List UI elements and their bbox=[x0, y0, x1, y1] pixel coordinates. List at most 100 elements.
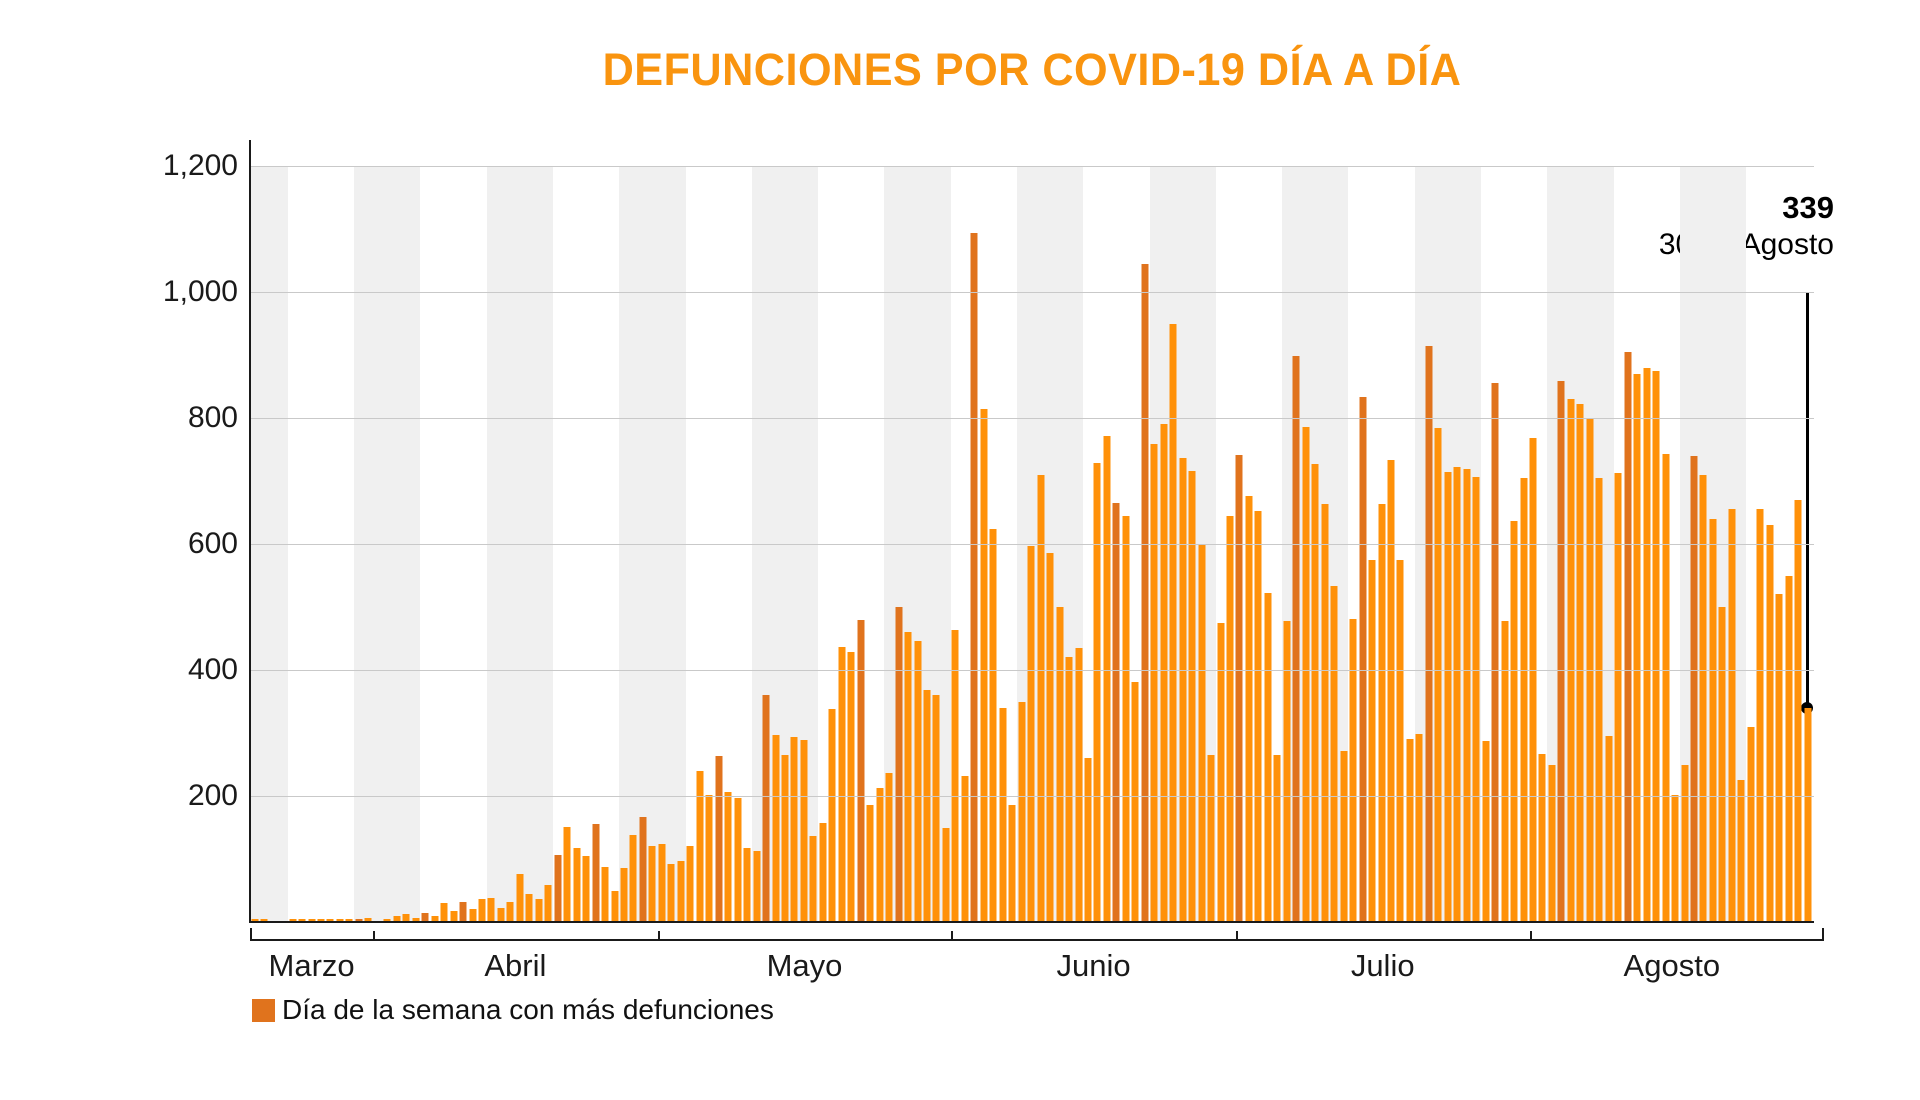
week-stripe-slot bbox=[1623, 166, 1632, 922]
bar bbox=[1671, 794, 1679, 922]
week-stripe-slot bbox=[1112, 166, 1121, 922]
bar bbox=[308, 919, 316, 922]
week-stripe-slot bbox=[1670, 166, 1679, 922]
bar bbox=[535, 898, 543, 922]
bar bbox=[866, 805, 874, 922]
bar-weekly-max bbox=[857, 619, 865, 922]
bar bbox=[961, 775, 969, 922]
week-stripe-slot bbox=[960, 166, 969, 922]
week-stripe-slot bbox=[1102, 166, 1111, 922]
bar bbox=[1756, 509, 1764, 922]
bar bbox=[393, 916, 401, 922]
gridline bbox=[250, 796, 1814, 797]
bar bbox=[260, 918, 268, 922]
x-axis-month-label: Julio bbox=[1350, 948, 1415, 983]
bar bbox=[999, 707, 1007, 922]
bar bbox=[1501, 620, 1509, 922]
week-stripe-slot bbox=[553, 166, 562, 922]
week-stripe-slot bbox=[1509, 166, 1518, 922]
bar bbox=[1538, 753, 1546, 922]
week-stripe-slot bbox=[297, 166, 306, 922]
week-stripe-slot bbox=[1273, 166, 1282, 922]
bar bbox=[876, 788, 884, 922]
annotation-connector-line bbox=[1806, 292, 1809, 704]
bar bbox=[1406, 738, 1414, 922]
bar bbox=[1482, 740, 1490, 922]
week-stripe-slot bbox=[1538, 166, 1547, 922]
bar bbox=[1368, 559, 1376, 922]
gridline bbox=[250, 418, 1814, 419]
bar bbox=[989, 528, 997, 922]
bar-weekly-max bbox=[1292, 355, 1300, 922]
bar bbox=[667, 864, 675, 922]
bar bbox=[450, 911, 458, 922]
bar-weekly-max bbox=[762, 694, 770, 922]
bar bbox=[724, 791, 732, 922]
bar-weekly-max bbox=[1624, 351, 1632, 922]
week-stripe-slot bbox=[1263, 166, 1272, 922]
bar bbox=[1567, 399, 1575, 922]
week-stripe-slot bbox=[1642, 166, 1651, 922]
bar bbox=[582, 856, 590, 922]
week-stripe-slot bbox=[345, 166, 354, 922]
bar bbox=[1378, 503, 1386, 922]
bar bbox=[620, 868, 628, 922]
bar bbox=[1614, 472, 1622, 922]
month-boundary-tick bbox=[657, 931, 660, 940]
week-stripe-slot bbox=[1008, 166, 1017, 922]
bar-weekly-max bbox=[1141, 263, 1149, 922]
week-stripe-slot bbox=[951, 166, 960, 922]
gridline bbox=[250, 292, 1814, 293]
y-axis-tick-label: 1,000 bbox=[162, 275, 238, 308]
bar bbox=[1463, 469, 1471, 922]
month-boundary-tick bbox=[373, 931, 376, 940]
bar bbox=[819, 823, 827, 922]
week-stripe-slot bbox=[420, 166, 429, 922]
bar bbox=[525, 894, 533, 922]
week-stripe-slot bbox=[1083, 166, 1092, 922]
week-stripe-slot bbox=[1481, 166, 1490, 922]
week-stripe-slot bbox=[1500, 166, 1509, 922]
bar bbox=[516, 873, 524, 922]
week-stripe-slot bbox=[1140, 166, 1149, 922]
bar bbox=[1273, 755, 1281, 922]
x-axis-month-label: Agosto bbox=[1623, 948, 1721, 983]
month-boundary-tick bbox=[951, 931, 954, 940]
week-stripe-slot bbox=[989, 166, 998, 922]
week-stripe-slot bbox=[326, 166, 335, 922]
week-stripe-slot bbox=[1377, 166, 1386, 922]
bar bbox=[1264, 592, 1272, 922]
bar bbox=[563, 826, 571, 922]
bar bbox=[345, 919, 353, 922]
bar bbox=[1160, 424, 1168, 922]
bar bbox=[1396, 559, 1404, 922]
x-axis-month-label: Abril bbox=[484, 948, 547, 983]
bar bbox=[781, 755, 789, 922]
week-stripe-slot bbox=[458, 166, 467, 922]
bar bbox=[1633, 373, 1641, 922]
bar bbox=[611, 891, 619, 922]
bar bbox=[1217, 623, 1225, 922]
bar bbox=[1595, 477, 1603, 922]
bar bbox=[336, 919, 344, 922]
bar bbox=[251, 918, 259, 922]
bar bbox=[1529, 437, 1537, 922]
week-stripe-slot bbox=[818, 166, 827, 922]
bar bbox=[1084, 758, 1092, 922]
week-stripe-slot bbox=[307, 166, 316, 922]
bar bbox=[1520, 478, 1528, 922]
legend-label: Día de la semana con más defunciones bbox=[282, 994, 774, 1025]
bar bbox=[1728, 509, 1736, 922]
bar bbox=[440, 903, 448, 922]
bar bbox=[885, 773, 893, 922]
week-stripe-slot bbox=[1756, 166, 1765, 922]
bar-weekly-max bbox=[1425, 345, 1433, 922]
bar bbox=[1150, 444, 1158, 922]
week-stripe-slot bbox=[288, 166, 297, 922]
gridline bbox=[250, 166, 1814, 167]
bar bbox=[544, 885, 552, 922]
week-stripe-slot bbox=[998, 166, 1007, 922]
week-stripe-slot bbox=[705, 166, 714, 922]
bar bbox=[1643, 367, 1651, 922]
